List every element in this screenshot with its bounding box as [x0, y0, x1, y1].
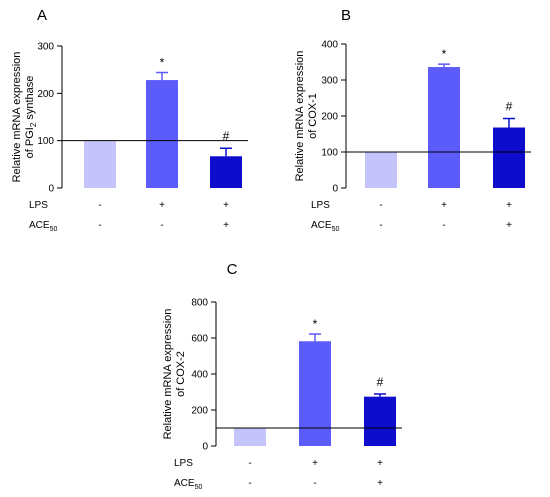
y-tick-label: 0: [202, 442, 208, 453]
row-symbol: +: [223, 200, 229, 211]
row-label: ACE50: [174, 478, 202, 491]
significance-hash: #: [377, 375, 384, 389]
y-tick-label: 800: [191, 298, 208, 309]
y-axis-title-line: of COX-2: [175, 351, 187, 397]
row-symbol: +: [377, 478, 383, 489]
y-tick-label: 200: [191, 406, 208, 417]
row-symbol: +: [223, 220, 229, 231]
significance-star: *: [313, 317, 318, 331]
y-axis-title: Relative mRNA expressionof COX-2: [162, 309, 187, 440]
y-axis-title-line: Relative mRNA expression: [294, 51, 306, 182]
row-label: LPS: [29, 200, 48, 211]
row-symbol: +: [506, 220, 512, 231]
y-axis-title-line: of COX-1: [307, 93, 319, 139]
significance-hash: #: [223, 129, 230, 143]
row-symbol: +: [506, 200, 512, 211]
row-label: ACE50: [29, 220, 57, 233]
row-symbol: -: [248, 458, 251, 469]
y-axis-title-line: Relative mRNA expression: [11, 52, 23, 183]
panel-c-chart: C 0 200 400 600 800 Relative mRNA expressionof…: [162, 261, 402, 491]
y-axis-title: Relative mRNA expressionof PGI2 synthase: [11, 52, 38, 183]
bar-lps_ace: [364, 396, 396, 446]
row-symbol: -: [98, 220, 101, 231]
row-label: ACE50: [311, 220, 339, 233]
y-axis-title-line: of PGI: [24, 127, 36, 158]
bar-lps_ace: [493, 127, 525, 188]
bar-lps: [299, 341, 331, 446]
row-symbol: -: [98, 200, 101, 211]
row-symbol: -: [379, 220, 382, 231]
row-label-subscript: 50: [50, 226, 58, 233]
significance-star: *: [442, 47, 447, 61]
row-label-subscript: 50: [332, 226, 340, 233]
y-tick-label: 100: [37, 136, 54, 147]
y-axis-title-subscript: 2: [29, 122, 38, 127]
significance-star: *: [160, 56, 165, 70]
y-axis-title-line: Relative mRNA expression: [162, 309, 174, 440]
y-tick-label: 0: [332, 184, 338, 195]
bar-lps: [428, 67, 460, 188]
row-symbol: -: [248, 478, 251, 489]
panel-letter: B: [341, 7, 351, 24]
bar-lps: [146, 80, 178, 188]
bar-control: [84, 140, 116, 188]
row-symbol: -: [160, 220, 163, 231]
row-symbol: -: [442, 220, 445, 231]
y-tick-label: 400: [191, 370, 208, 381]
significance-hash: #: [506, 100, 513, 114]
row-label: LPS: [311, 200, 330, 211]
y-axis-title-line: synthase: [24, 76, 36, 123]
row-symbol: +: [377, 458, 383, 469]
y-tick-label: 0: [48, 184, 54, 195]
y-tick-label: 400: [321, 40, 338, 51]
y-tick-label: 600: [191, 334, 208, 345]
y-tick-label: 200: [37, 89, 54, 100]
y-axis-title: Relative mRNA expressionof COX-1: [294, 51, 319, 182]
y-tick-label: 300: [37, 42, 54, 53]
row-label-subscript: 50: [195, 484, 203, 491]
row-symbol: -: [379, 200, 382, 211]
row-symbol: +: [312, 458, 318, 469]
y-tick-label: 300: [321, 76, 338, 87]
y-tick-label: 100: [321, 148, 338, 159]
y-tick-label: 200: [321, 112, 338, 123]
panel-letter: A: [37, 7, 47, 24]
bar-control: [234, 428, 266, 446]
row-symbol: -: [313, 478, 316, 489]
row-label: LPS: [174, 458, 193, 469]
panel-letter: C: [227, 261, 238, 278]
row-symbol: +: [441, 200, 447, 211]
bar-lps_ace: [210, 156, 242, 188]
bar-control: [365, 152, 397, 188]
row-symbol: +: [159, 200, 165, 211]
